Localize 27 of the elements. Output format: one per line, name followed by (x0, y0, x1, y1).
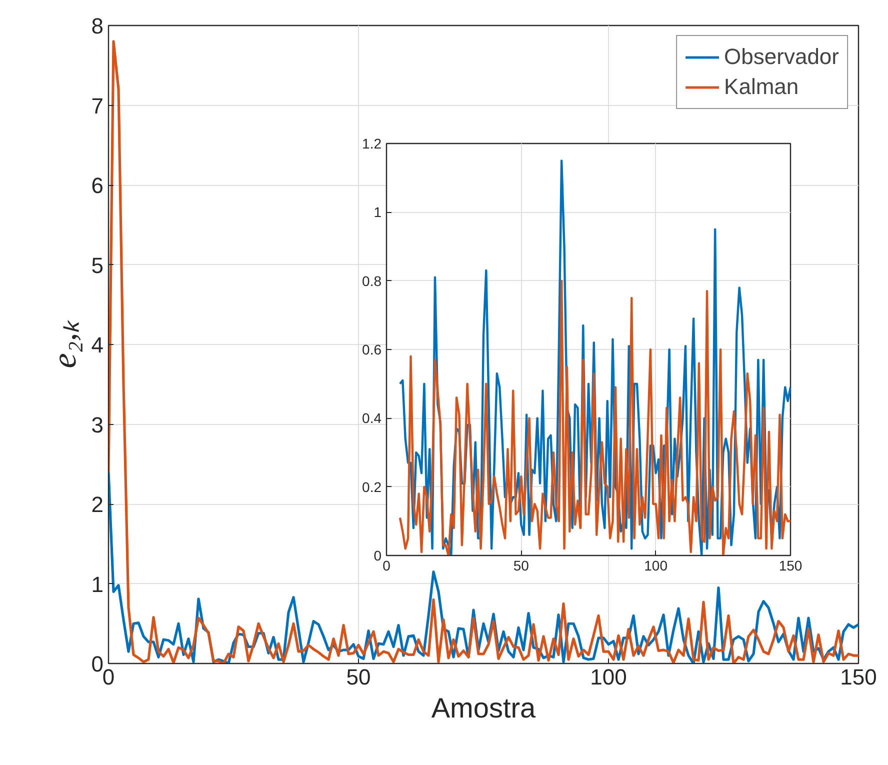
y-tick-label: 7 (91, 93, 104, 118)
x-axis-title: Amostra (431, 692, 536, 724)
y-tick-label: 0.4 (362, 410, 382, 426)
y-tick-label: 2 (91, 492, 104, 517)
line-series (398, 160, 790, 556)
y-tick-label: 1 (91, 572, 104, 597)
y-tick-label: 0.6 (362, 342, 382, 358)
legend-label: Observador (724, 44, 839, 70)
y-tick-label: 3 (91, 412, 104, 438)
x-tick-label: 100 (644, 558, 668, 574)
y-tick-label: 5 (91, 252, 104, 278)
x-tick-label: 100 (590, 664, 627, 690)
y-tick-label: 6 (91, 173, 104, 198)
x-tick-label: 150 (778, 558, 802, 574)
y-tick-label: 8 (91, 14, 104, 38)
y-tick-label: 0.2 (362, 478, 382, 495)
y-axis-title: e₂,ₖ (46, 318, 84, 368)
y-tick-label: 1.2 (362, 136, 382, 152)
y-tick-label: 1 (374, 204, 382, 220)
y-tick-label: 4 (91, 332, 104, 358)
line-series (398, 280, 790, 556)
x-tick-label: 50 (513, 558, 530, 574)
y-tick-label: 0 (374, 548, 382, 564)
x-tick-label: 150 (840, 664, 877, 690)
y-tick-label: 0.8 (362, 272, 382, 289)
x-tick-label: 50 (346, 664, 371, 690)
legend-label: Kalman (724, 74, 799, 100)
